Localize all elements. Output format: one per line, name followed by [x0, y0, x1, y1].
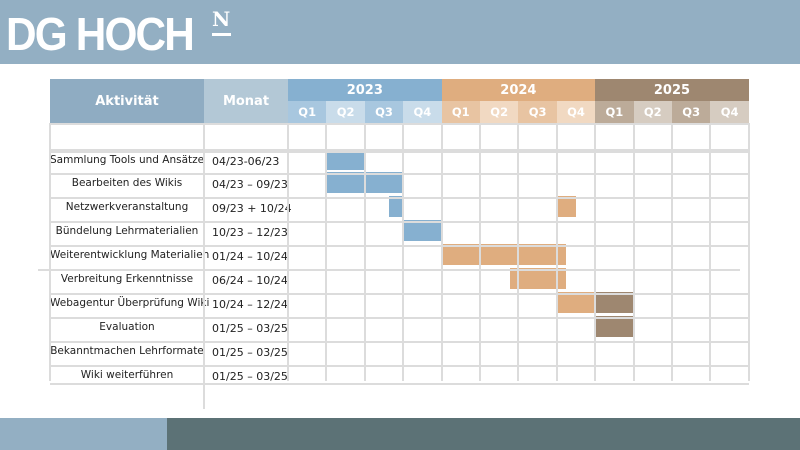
- gantt-bar: [509, 268, 567, 289]
- activity-label: Bearbeiten des Wikis: [71, 177, 183, 189]
- activity-label: Netzwerkveranstaltung: [65, 201, 189, 213]
- year-header-2024: 2024: [441, 79, 596, 101]
- grid-line-v: [555, 123, 558, 381]
- grid-line-v: [363, 123, 366, 381]
- grid-line-v: [402, 123, 405, 381]
- column-header-aktivitaet: Aktivität: [50, 79, 204, 123]
- quarter-header-2024-Q4: Q4: [556, 101, 596, 123]
- grid-line-v: [479, 123, 481, 381]
- grid-line-v: [440, 123, 443, 381]
- grid-line-h: [50, 383, 749, 385]
- activity-label: Bündelung Lehrmaterialien: [55, 225, 199, 237]
- activity-label: Weiterentwicklung Materialien: [50, 249, 210, 261]
- gantt-bar: [557, 292, 596, 313]
- period-label: 10/23 – 12/23: [212, 226, 288, 239]
- footer-right: [167, 418, 800, 450]
- gantt-bar: [596, 292, 634, 313]
- period-label: 09/23 + 10/24: [212, 202, 292, 215]
- grid-line-v: [632, 123, 635, 381]
- period-label: 01/25 – 03/25: [212, 346, 288, 359]
- gantt-bar: [327, 149, 365, 170]
- gantt-bar: [557, 196, 576, 217]
- quarter-header-2025-Q4: Q4: [710, 101, 749, 123]
- grid-line-v: [517, 123, 520, 381]
- grid-line-h: [50, 149, 749, 153]
- grid-line-v: [49, 123, 51, 381]
- activity-label: Evaluation: [99, 321, 155, 333]
- grid-line-h: [50, 173, 749, 175]
- logo-superscript: N: [212, 7, 231, 31]
- grid-line-v: [287, 123, 289, 381]
- quarter-header-2023-Q1: Q1: [288, 101, 327, 123]
- quarter-header-2023-Q3: Q3: [364, 101, 404, 123]
- activity-label: Webagentur Überprüfung Wiki: [50, 297, 210, 309]
- grid-line-v: [325, 123, 328, 381]
- grid-line-h: [50, 317, 749, 319]
- logo: DG HOCH: [6, 8, 195, 60]
- period-label: 01/25 – 03/25: [212, 370, 288, 383]
- period-label: 04/23 – 09/23: [212, 178, 288, 191]
- quarter-header-2025-Q1: Q1: [595, 101, 634, 123]
- grid-line-h: [50, 245, 749, 247]
- grid-line-h: [50, 293, 749, 295]
- header-bar: [0, 0, 800, 64]
- gantt-bar: [388, 196, 404, 217]
- grid-line-h: [50, 341, 749, 343]
- grid-line-h: [50, 221, 749, 223]
- gantt-bar: [442, 244, 567, 265]
- period-label: 10/24 – 12/24: [212, 298, 288, 311]
- quarter-header-2023-Q4: Q4: [403, 101, 442, 123]
- quarter-header-2024-Q1: Q1: [441, 101, 480, 123]
- year-header-2023: 2023: [288, 79, 442, 101]
- logo-underline: [212, 33, 231, 36]
- gantt-bar: [596, 316, 634, 337]
- grid-line-h: [50, 123, 749, 125]
- quarter-header-2023-Q2: Q2: [326, 101, 365, 123]
- grid-line-h: [38, 269, 740, 271]
- grid-line-v: [203, 123, 205, 409]
- year-header-2025: 2025: [595, 79, 749, 101]
- column-header-monat: Monat: [204, 79, 288, 123]
- activity-label: Bekanntmachen Lehrformate: [50, 345, 204, 357]
- grid-line-h: [50, 197, 749, 199]
- grid-line-v: [671, 123, 673, 381]
- grid-line-v: [709, 123, 712, 381]
- quarter-header-2025-Q2: Q2: [633, 101, 672, 123]
- period-label: 01/24 – 10/24: [212, 250, 288, 263]
- quarter-header-2024-Q3: Q3: [518, 101, 557, 123]
- activity-label: Wiki weiterführen: [80, 369, 174, 381]
- grid-line-h: [50, 365, 749, 367]
- quarter-header-2024-Q2: Q2: [480, 101, 519, 123]
- grid-line-v: [747, 123, 750, 381]
- quarter-header-2025-Q3: Q3: [672, 101, 711, 123]
- footer-left: [0, 418, 167, 450]
- activity-label: Verbreitung Erkenntnisse: [60, 273, 194, 285]
- grid-line-v: [594, 123, 597, 381]
- gantt-bar: [404, 220, 442, 241]
- activity-label: Sammlung Tools und Ansätze: [50, 154, 205, 166]
- period-label: 04/23-06/23: [212, 155, 280, 168]
- period-label: 06/24 – 10/24: [212, 274, 288, 287]
- period-label: 01/25 – 03/25: [212, 322, 288, 335]
